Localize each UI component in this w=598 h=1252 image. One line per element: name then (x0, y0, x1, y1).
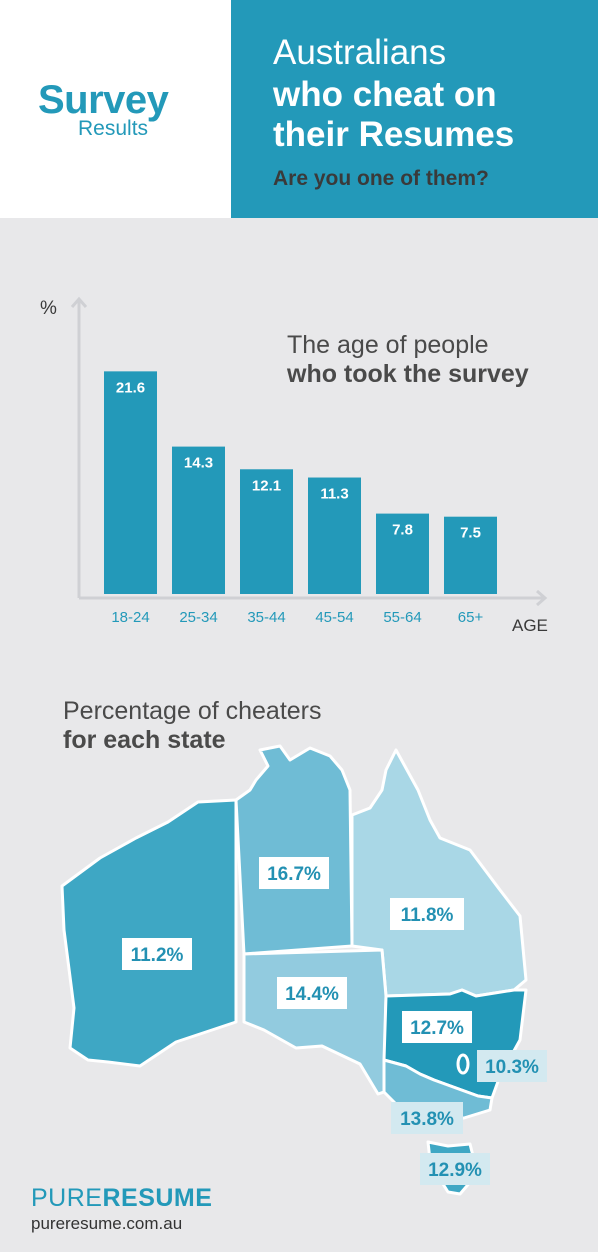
bar-25-34 (172, 446, 225, 594)
state-label-box (402, 1011, 472, 1043)
logo-panel: Survey Results (0, 0, 231, 218)
map-heading: Percentage of cheaters for each state (63, 697, 322, 755)
x-axis-arrow (536, 589, 548, 607)
page-title-line1: Australians (273, 33, 447, 72)
chart-heading-line1: The age of people (287, 331, 489, 359)
state-vic (382, 1058, 494, 1122)
state-sa (242, 948, 388, 1096)
page-subtitle: Are you one of them? (273, 167, 489, 190)
bar-value-label: 12.1 (252, 477, 281, 494)
bar-value-label: 7.5 (460, 525, 481, 542)
state-nsw (382, 988, 528, 1100)
map-heading-line2: for each state (63, 725, 226, 754)
bar-55-64 (376, 513, 429, 594)
bar-value-label: 7.8 (392, 522, 413, 539)
state-label-box (259, 857, 329, 889)
chart-heading-line2: who took the survey (287, 359, 529, 388)
state-label-box (122, 938, 192, 970)
bar-18-24 (104, 371, 157, 594)
bar-value-label: 21.6 (116, 379, 145, 396)
state-percent-label: 11.2% (131, 945, 184, 966)
bar-35-44 (240, 469, 293, 594)
brand-pure: PURE (31, 1184, 103, 1212)
header: Survey Results Australians who cheat on … (0, 0, 598, 218)
map-heading-line1: Percentage of cheaters (63, 697, 322, 725)
bar-65+ (444, 516, 497, 594)
y-axis-label: % (40, 298, 57, 319)
state-tas (426, 1140, 476, 1196)
brand-resume: RESUME (102, 1184, 213, 1212)
chart-heading: The age of people who took the survey (287, 331, 529, 389)
state-label-box (477, 1050, 547, 1082)
state-percent-label: 13.8% (400, 1109, 454, 1130)
state-percent-label: 14.4% (285, 984, 339, 1005)
bar-value-label: 11.3 (320, 486, 348, 503)
x-tick-label: 65+ (458, 609, 484, 626)
x-tick-label: 18-24 (111, 609, 149, 626)
state-qld (350, 748, 528, 998)
state-label-box (420, 1153, 490, 1185)
state-label-box (277, 977, 347, 1009)
state-nt (234, 744, 354, 956)
state-percent-label: 12.7% (410, 1018, 464, 1039)
state-percent-label: 11.8% (401, 905, 454, 926)
x-tick-label: 35-44 (247, 609, 285, 626)
state-percent-label: 16.7% (267, 864, 321, 885)
page-title-line3: their Resumes (273, 115, 515, 154)
footer-brand: PURERESUME (31, 1184, 212, 1213)
state-wa (60, 798, 238, 1068)
state-act (456, 1053, 470, 1075)
x-tick-label: 45-54 (315, 609, 353, 626)
x-tick-label: 25-34 (179, 609, 217, 626)
logo-results: Results (78, 117, 149, 140)
age-bar-chart: % AGE 21.6 18-24 14.3 25-34 12.1 35-44 11.3 45-… (40, 296, 548, 635)
state-label-box (391, 1102, 463, 1134)
footer-url: pureresume.com.au (31, 1214, 183, 1233)
state-percent-label: 12.9% (428, 1160, 482, 1181)
logo-survey: Survey (38, 78, 169, 122)
x-tick-label: 55-64 (383, 609, 421, 626)
page-title-line2: who cheat on (273, 75, 497, 114)
bar-value-label: 14.3 (184, 455, 213, 472)
state-label-box (390, 898, 464, 930)
title-panel: Australians who cheat on their Resumes A… (231, 0, 598, 218)
x-axis-label: AGE (512, 616, 548, 635)
state-percent-label: 10.3% (485, 1057, 539, 1078)
y-axis-arrow (70, 296, 88, 308)
bar-45-54 (308, 477, 361, 594)
